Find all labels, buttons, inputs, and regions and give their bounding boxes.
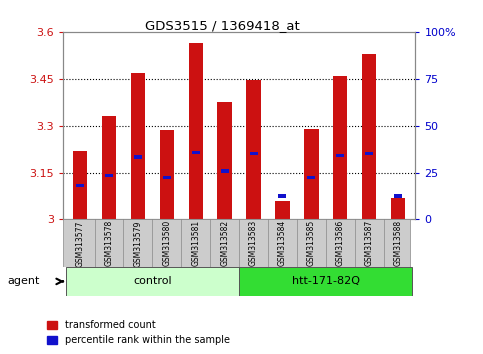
Legend: transformed count, percentile rank within the sample: transformed count, percentile rank withi… (43, 316, 234, 349)
Text: GSM313586: GSM313586 (336, 220, 345, 267)
Text: GSM313580: GSM313580 (162, 220, 171, 267)
Text: GSM313583: GSM313583 (249, 220, 258, 267)
Bar (159, 130, 174, 219)
Bar (250, 152, 257, 155)
Bar (131, 73, 145, 219)
Bar (394, 194, 402, 198)
Bar (221, 170, 228, 173)
Bar (134, 155, 142, 159)
Bar (163, 176, 171, 179)
Text: GSM313588: GSM313588 (394, 220, 402, 267)
Text: agent: agent (7, 276, 40, 286)
Bar (391, 198, 405, 219)
Bar (307, 176, 315, 179)
Bar (336, 154, 344, 157)
Bar (279, 194, 286, 198)
Bar (275, 201, 290, 219)
Bar (362, 54, 376, 219)
Bar (66, 267, 239, 296)
Bar (102, 116, 116, 219)
Text: control: control (133, 276, 171, 286)
Text: GSM313582: GSM313582 (220, 220, 229, 267)
Bar (365, 152, 373, 155)
Text: GSM313581: GSM313581 (191, 220, 200, 267)
Bar (304, 129, 319, 219)
Bar (217, 102, 232, 219)
Bar (246, 80, 261, 219)
Text: GSM313584: GSM313584 (278, 220, 287, 267)
Text: GSM313585: GSM313585 (307, 220, 316, 267)
Bar (188, 43, 203, 219)
Text: GSM313579: GSM313579 (133, 220, 142, 267)
Text: GSM313578: GSM313578 (104, 220, 114, 267)
Bar (239, 267, 412, 296)
Text: htt-171-82Q: htt-171-82Q (292, 276, 360, 286)
Bar (105, 174, 113, 177)
Text: GDS3515 / 1369418_at: GDS3515 / 1369418_at (145, 19, 299, 33)
Bar (73, 151, 87, 219)
Text: GSM313587: GSM313587 (365, 220, 374, 267)
Bar (192, 151, 199, 154)
Bar (333, 76, 347, 219)
Text: GSM313577: GSM313577 (76, 220, 85, 267)
Bar (76, 183, 84, 187)
